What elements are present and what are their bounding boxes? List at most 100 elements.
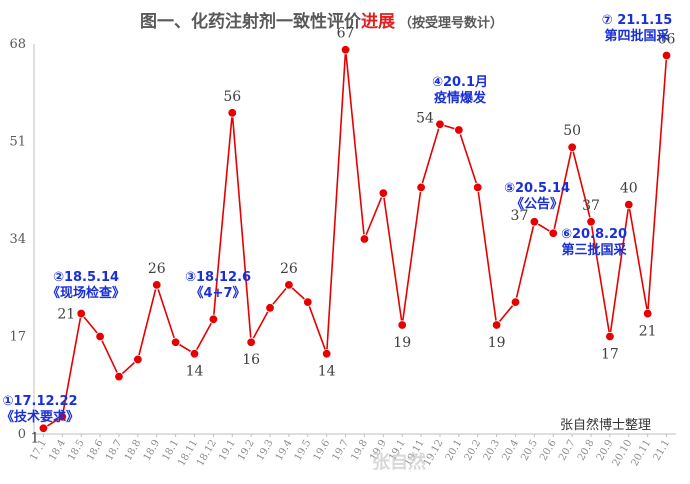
annotation-line: 《公告》 bbox=[511, 196, 563, 212]
data-point bbox=[359, 234, 370, 244]
data-point bbox=[397, 320, 407, 330]
data-point bbox=[170, 337, 181, 347]
y-tick-label: 0 bbox=[18, 427, 26, 442]
data-point bbox=[208, 314, 219, 324]
annotation-line: 《现场检查》 bbox=[47, 285, 125, 301]
x-tick-label: 20.11 bbox=[629, 438, 653, 468]
series-line bbox=[42, 49, 668, 429]
data-point bbox=[435, 119, 445, 129]
data-point bbox=[321, 349, 332, 359]
data-point bbox=[510, 297, 521, 307]
data-label: 21 bbox=[57, 307, 75, 323]
x-tick-label: 18.9 bbox=[142, 438, 163, 463]
x-tick-label: 19.3 bbox=[255, 438, 276, 463]
chart-title-text: 图一、化药注射剂一致性评价 bbox=[140, 11, 362, 32]
annotation-line: ⑥20.8.20 bbox=[561, 227, 627, 242]
data-label: 56 bbox=[223, 89, 241, 105]
x-tick-label: 19.8 bbox=[349, 438, 370, 463]
x-tick-label: 20.8 bbox=[576, 438, 597, 463]
x-tick-label: 20.2 bbox=[463, 438, 484, 463]
data-point bbox=[567, 142, 577, 152]
data-point bbox=[586, 217, 596, 227]
x-tick-label: 20.5 bbox=[519, 438, 540, 463]
annotation-line: ③18.12.6 bbox=[185, 270, 251, 285]
data-point bbox=[152, 280, 162, 290]
annotation: ⑤20.5.14《公告》 bbox=[504, 181, 570, 212]
x-tick-label: 18.5 bbox=[66, 438, 87, 463]
annotation: ③18.12.6《4+7》 bbox=[185, 270, 251, 301]
data-label: 19 bbox=[393, 335, 411, 351]
data-point bbox=[284, 280, 294, 290]
data-point bbox=[642, 308, 653, 319]
data-point bbox=[491, 320, 502, 330]
data-point bbox=[133, 354, 143, 365]
data-point bbox=[76, 308, 86, 319]
annotation-line: ②18.5.14 bbox=[53, 270, 119, 285]
x-tick-label: 19.2 bbox=[236, 438, 257, 463]
data-label: 16 bbox=[242, 352, 260, 368]
annotation-line: 疫情爆发 bbox=[434, 90, 487, 106]
data-label: 17 bbox=[601, 347, 619, 363]
x-tick-label: 20.3 bbox=[482, 438, 503, 463]
axes bbox=[33, 44, 676, 435]
data-label: 50 bbox=[563, 123, 581, 139]
data-label: 19 bbox=[488, 335, 506, 351]
data-point bbox=[114, 371, 124, 382]
annotation-line: ⑦ 21.1.15 bbox=[602, 13, 673, 28]
annotation-line: 《4+7》 bbox=[191, 285, 246, 301]
data-label: 14 bbox=[186, 364, 204, 380]
data-point bbox=[378, 188, 389, 198]
data-point bbox=[624, 199, 634, 210]
annotation-line: ⑤20.5.14 bbox=[504, 181, 570, 196]
chart-title-highlight: 进展 bbox=[361, 12, 395, 32]
x-tick-label: 19.5 bbox=[293, 438, 314, 463]
data-points bbox=[38, 45, 672, 433]
data-point bbox=[661, 50, 672, 61]
annotations: ①17.12.22《技术要求》 ②18.5.14《现场检查》 ③18.12.6《4+… bbox=[1, 13, 672, 425]
annotation-line: ④20.1月 bbox=[432, 75, 488, 90]
x-tick-label: 19.7 bbox=[330, 438, 351, 463]
data-point bbox=[454, 125, 464, 135]
data-point bbox=[227, 108, 237, 118]
x-tick-label: 19.6 bbox=[312, 438, 333, 463]
chart-title: 图一、化药注射剂一致性评价进展 （按受理号数计） bbox=[140, 11, 503, 32]
x-tick-label: 18.6 bbox=[85, 438, 106, 463]
y-axis-ticks: 0 17 34 51 68 bbox=[9, 37, 26, 442]
y-tick-label: 17 bbox=[9, 330, 26, 345]
x-tick-label: 18.4 bbox=[47, 438, 68, 463]
data-label: 67 bbox=[337, 26, 355, 42]
data-point bbox=[57, 412, 68, 422]
watermark: 张自然 bbox=[372, 451, 426, 473]
x-tick-label: 18.8 bbox=[123, 438, 144, 463]
data-point bbox=[95, 331, 105, 342]
data-label: 26 bbox=[148, 261, 166, 277]
data-point bbox=[189, 349, 200, 359]
annotation: ②18.5.14《现场检查》 bbox=[47, 270, 125, 301]
annotation-line: 第三批国采 bbox=[561, 242, 627, 258]
y-tick-label: 51 bbox=[9, 135, 26, 150]
data-point bbox=[340, 45, 351, 55]
data-label: 40 bbox=[620, 181, 638, 197]
data-label: 37 bbox=[582, 198, 600, 214]
data-point bbox=[473, 182, 483, 193]
x-tick-label: 18.7 bbox=[104, 438, 125, 463]
data-label: 66 bbox=[658, 31, 676, 47]
data-label: 26 bbox=[280, 261, 298, 277]
x-tick-label: 19.1 bbox=[217, 438, 238, 463]
x-tick-label: 18.12 bbox=[195, 438, 219, 468]
credit-text: 张自然博士整理 bbox=[560, 417, 651, 433]
x-tick-label: 20.4 bbox=[500, 438, 521, 463]
annotation-line: 第四批国采 bbox=[604, 28, 670, 44]
y-tick-label: 34 bbox=[9, 232, 26, 247]
data-label: 21 bbox=[639, 324, 657, 340]
y-tick-label: 68 bbox=[9, 37, 26, 52]
data-label: 37 bbox=[511, 208, 529, 224]
data-point bbox=[246, 337, 256, 347]
data-labels: 1 21 26 14 56 16 26 14 67 19 54 19 37 50 37 17 40 21 66 bbox=[31, 26, 676, 447]
data-label: 54 bbox=[416, 110, 434, 126]
annotation: ①17.12.22《技术要求》 bbox=[1, 394, 79, 425]
